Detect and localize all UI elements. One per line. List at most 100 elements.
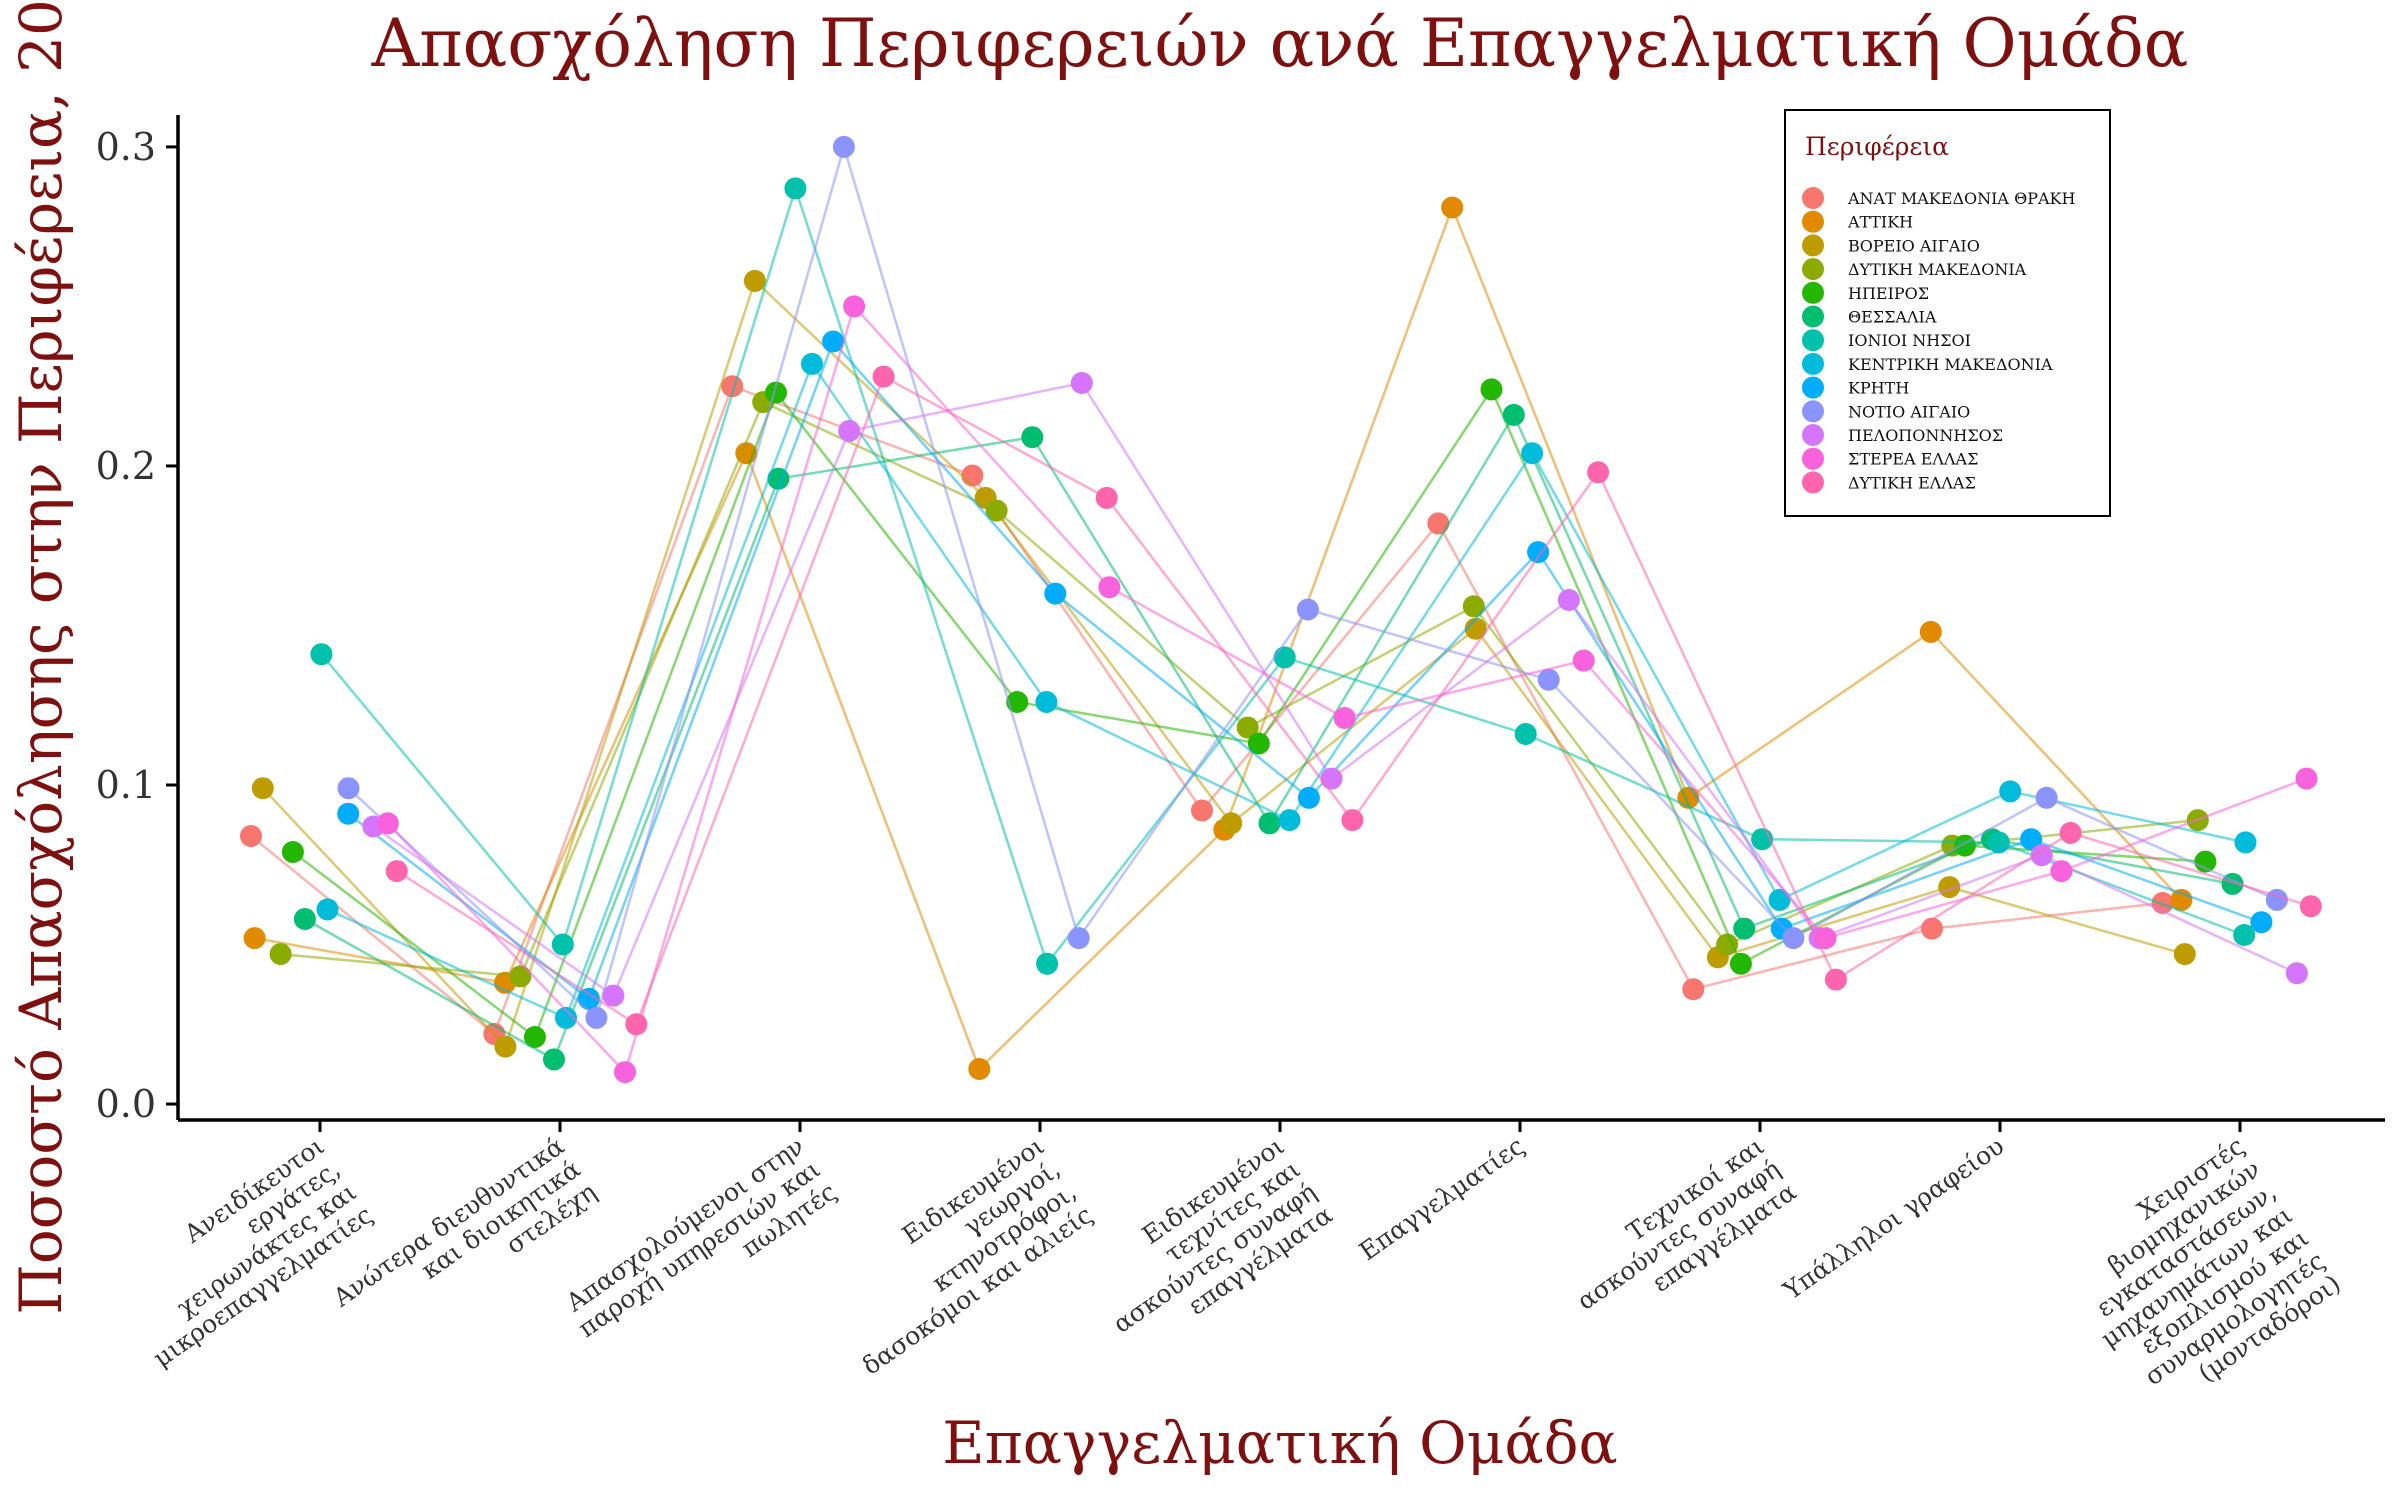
data-point [1333, 707, 1356, 729]
data-point [1044, 582, 1067, 605]
x-tick-label-line: Υπάλληλοι γραφείου [1777, 1131, 2009, 1306]
data-point [1682, 978, 1705, 1001]
x-tick-label-line: Επαγγελματίες [1354, 1131, 1530, 1266]
data-point [293, 908, 316, 930]
data-point [2295, 767, 2318, 790]
data-point [1729, 952, 1752, 975]
data-point [1236, 716, 1259, 739]
data-point [1572, 649, 1595, 672]
data-point [1273, 646, 1296, 669]
legend-label: ΑΝΑΤ ΜΑΚΕΔΟΝΙΑ ΘΡΑΚΗ [1847, 189, 2075, 208]
data-point [2233, 924, 2256, 946]
data-point [1036, 952, 1059, 975]
data-point [2050, 860, 2073, 883]
data-point [494, 1035, 517, 1058]
legend-key [1802, 376, 1824, 399]
data-point [1502, 403, 1525, 426]
data-point [243, 927, 266, 950]
legend-label: ΚΕΝΤΡΙΚΗ ΜΑΚΕΔΟΝΙΑ [1848, 355, 2053, 374]
data-point [2299, 895, 2322, 918]
data-point [832, 135, 855, 158]
data-point [1824, 968, 1847, 991]
data-point [523, 1026, 546, 1048]
data-point [1247, 732, 1270, 755]
data-point [281, 841, 304, 863]
data-point [843, 295, 866, 318]
data-point [1480, 378, 1503, 401]
y-tick-label: 0.2 [96, 444, 156, 488]
y-tick-label: 0.0 [96, 1082, 156, 1126]
data-point [376, 812, 399, 835]
legend-label: ΗΠΕΙΡΟΣ [1848, 284, 1929, 303]
data-point [337, 777, 360, 800]
data-point [872, 365, 895, 388]
legend-key [1802, 281, 1824, 304]
x-tick-label: Επαγγελματίες [1354, 1131, 1530, 1266]
x-tick-label-text: Επαγγελματίες [1354, 1131, 1530, 1266]
data-point [1297, 786, 1320, 809]
legend-title: Περιφέρεια [1805, 132, 1949, 161]
legend-label: ΒΟΡΕΙΟ ΑΙΓΑΙΟ [1848, 236, 1980, 255]
data-point [2234, 831, 2257, 854]
data-point [1035, 691, 1058, 713]
legend-key [1802, 187, 1824, 209]
data-point [551, 933, 574, 956]
legend-key [1802, 424, 1824, 446]
x-tick-label-text: Απασχολούμενοι στηνπαροχή υπηρεσιών καιπ… [557, 1131, 842, 1366]
legend-label: ΠΕΛΟΠΟΝΝΗΣΟΣ [1848, 426, 2003, 445]
x-tick-label: Ανειδίκευτοιεργάτες,χειρωνάκτες καιμικρο… [100, 1131, 378, 1373]
data-point [2059, 821, 2082, 844]
y-axis-title: Ποσοστό Απασχόλησης στην Περιφέρεια, 202… [7, 0, 75, 1315]
data-point [1191, 799, 1213, 822]
legend-label: ΙΟΝΙΟΙ ΝΗΣΟΙ [1848, 331, 1971, 350]
data-point [543, 1048, 565, 1071]
data-point [1716, 933, 1739, 956]
data-point [1070, 372, 1093, 394]
data-point [1587, 461, 1610, 484]
legend-label: ΑΤΤΙΚΗ [1847, 213, 1913, 232]
data-point [1441, 196, 1464, 219]
data-point [1006, 691, 1029, 713]
data-point [2030, 844, 2053, 867]
x-tick-label: Τεχνικοί καιασκούντες συναφήεπαγγέλματα [1556, 1131, 1802, 1339]
data-point [1341, 809, 1364, 832]
data-point [1258, 812, 1281, 835]
data-point [1537, 668, 1560, 691]
data-point [743, 269, 766, 292]
legend-key [1802, 471, 1824, 494]
data-point [765, 381, 787, 404]
data-point [1067, 927, 1090, 950]
x-tick-label: Υπάλληλοι γραφείου [1777, 1131, 2009, 1306]
legend-label: ΔΥΤΙΚΗ ΕΛΛΑΣ [1848, 473, 1976, 492]
y-tick-label: 0.3 [96, 125, 156, 169]
data-point [1095, 486, 1118, 509]
data-point [251, 777, 274, 800]
x-tick-label: Ειδικευμένοιγεωργοί,κτηνοτρόφοι,δασοκόμο… [857, 1131, 1098, 1380]
data-point [1514, 723, 1537, 745]
x-axis-title: Επαγγελματική Ομάδα [942, 1409, 1617, 1477]
data-point [2250, 911, 2273, 934]
x-tick-label: Απασχολούμενοι στηνπαροχή υπηρεσιών καιπ… [557, 1131, 842, 1366]
data-point [1557, 589, 1580, 611]
legend-key [1802, 305, 1824, 328]
legend-key [1802, 447, 1824, 470]
x-tick-label-text: Ανειδίκευτοιεργάτες,χειρωνάκτες καιμικρο… [100, 1131, 378, 1373]
data-point [1098, 576, 1121, 599]
data-point [2173, 943, 2196, 966]
data-point [585, 1006, 608, 1029]
x-tick-label-text: Χειριστέςβιομηχανικώνεγκαταστάσεων,μηχαν… [2047, 1131, 2345, 1422]
legend-box [1784, 109, 2111, 517]
x-tick-label-text: Υπάλληλοι γραφείου [1777, 1131, 2009, 1306]
legend-key [1802, 329, 1824, 352]
data-point [985, 499, 1008, 522]
chart-title: Απασχόληση Περιφερειών ανά Επαγγελματική… [371, 5, 2189, 82]
data-point [2020, 828, 2043, 851]
legend-label: ΘΕΣΣΑΛΙΑ [1848, 308, 1937, 327]
x-tick-label-text: Τεχνικοί καιασκούντες συναφήεπαγγέλματα [1556, 1131, 1802, 1339]
x-tick-label-line: παροχή υπηρεσιών και [573, 1154, 826, 1343]
data-point [555, 1006, 577, 1029]
data-point [1462, 595, 1485, 618]
data-point [310, 643, 333, 666]
data-point [240, 825, 262, 847]
